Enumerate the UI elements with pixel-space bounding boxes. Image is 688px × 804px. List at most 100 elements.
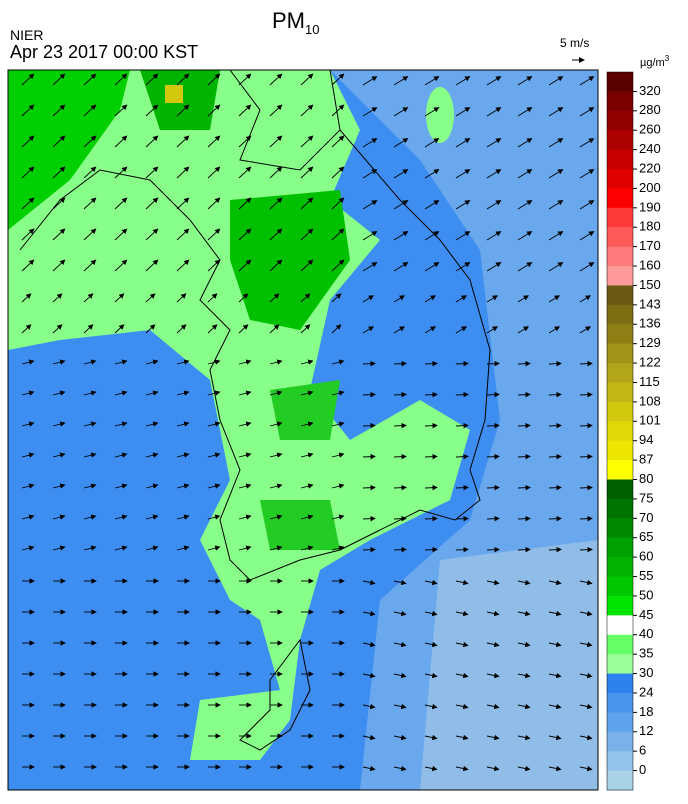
colorbar-segment [607, 731, 633, 752]
wind-arrow [52, 452, 66, 458]
green-south [260, 500, 340, 550]
wind-arrow [486, 672, 500, 679]
wind-arrow [393, 200, 409, 210]
wind-arrow [579, 422, 593, 429]
wind-arrow [21, 73, 35, 86]
colorbar-segment [607, 537, 633, 558]
colorbar-label: 6 [639, 743, 646, 758]
title-main: PM [272, 8, 305, 33]
wind-arrow [207, 421, 221, 427]
wind-arrow [455, 641, 469, 648]
wind-arrow [486, 360, 500, 367]
colorbar-segment [607, 266, 633, 286]
wind-arrow [52, 514, 66, 520]
wind-arrow [21, 197, 35, 210]
wind-arrow [269, 483, 283, 489]
wind-arrow [579, 546, 593, 553]
wind-arrow [145, 390, 159, 396]
wind-arrow [517, 262, 533, 272]
wind-arrow [269, 421, 283, 427]
wind-arrow [393, 703, 407, 710]
wind-arrow [114, 452, 128, 458]
wind-arrows [21, 73, 595, 772]
wind-arrow [424, 453, 438, 460]
wind-arrow [114, 390, 128, 396]
colorbar-segment [607, 343, 633, 364]
wind-arrow [83, 514, 97, 520]
wind-arrow [238, 390, 252, 396]
wind-arrow [269, 452, 283, 458]
wind-arrow [21, 259, 35, 272]
wind-arrow [424, 169, 440, 179]
colorbar-label: 50 [639, 587, 653, 602]
wind-arrow [331, 514, 345, 520]
wind-arrow [176, 73, 190, 86]
wind-arrow [238, 452, 252, 458]
colorbar-segment [607, 382, 633, 403]
green-light [8, 70, 470, 760]
wind-arrow [486, 515, 500, 522]
colorbar-segment [607, 460, 633, 481]
colorbar-segment [607, 421, 633, 442]
wind-arrow [362, 765, 376, 772]
wind-arrow [238, 359, 252, 365]
colorbar-label: 18 [639, 704, 653, 719]
wind-arrow [21, 104, 35, 117]
wind-arrow [238, 73, 252, 86]
wind-arrow [145, 135, 159, 148]
wind-arrow [83, 135, 97, 148]
wind-arrow [393, 107, 409, 117]
wind-arrow [114, 359, 128, 365]
wind-arrow [300, 545, 314, 551]
wind-arrow [517, 610, 531, 617]
wind-arrow [83, 197, 97, 210]
wind-arrow [579, 231, 595, 241]
island-patch [426, 87, 454, 143]
colorbar-segment [607, 498, 633, 519]
wind-arrow [486, 138, 502, 148]
wind-arrow [207, 293, 218, 303]
wind-arrow [269, 259, 283, 272]
wind-arrow [21, 483, 35, 489]
colorbar-label: 80 [639, 471, 653, 486]
wind-scale-label: 5 m/s [560, 36, 589, 50]
colorbar-segment [607, 615, 633, 636]
wind-arrow [238, 228, 252, 241]
wind-arrow [269, 166, 283, 179]
wind-arrow [362, 703, 376, 710]
wind-arrow [83, 545, 97, 551]
colorbar-label: 180 [639, 219, 661, 234]
colorbar-label: 136 [639, 316, 661, 331]
colorbar-label: 190 [639, 199, 661, 214]
wind-arrow [300, 259, 314, 272]
wind-arrow [207, 324, 218, 334]
wind-arrow [455, 515, 469, 522]
wind-arrow [145, 259, 159, 272]
wind-arrow [455, 295, 467, 303]
wind-arrow [331, 324, 342, 334]
wind-arrow [517, 484, 531, 491]
wind-arrow [238, 166, 252, 179]
wind-arrow [424, 515, 438, 522]
wind-arrow [207, 228, 221, 241]
wind-arrow [579, 200, 595, 210]
wind-arrow [238, 293, 249, 303]
wind-arrow [114, 421, 128, 427]
wind-arrow [114, 135, 128, 148]
wind-arrow [455, 703, 469, 710]
colorbar-segment [607, 188, 633, 209]
wind-arrow [455, 231, 471, 241]
wind-arrow [269, 197, 283, 210]
wind-arrow [300, 324, 311, 334]
wind-arrow [362, 391, 376, 398]
colorbar-label: 101 [639, 413, 661, 428]
wind-arrow [331, 390, 345, 396]
wind-arrow [52, 73, 66, 86]
wind-arrow [579, 765, 593, 772]
wind-arrow [269, 135, 283, 148]
wind-arrow [455, 610, 469, 617]
colorbar-segment [607, 91, 633, 112]
colorbar-label: 115 [639, 374, 660, 389]
wind-arrow [21, 135, 35, 148]
wind-arrow [331, 452, 345, 458]
